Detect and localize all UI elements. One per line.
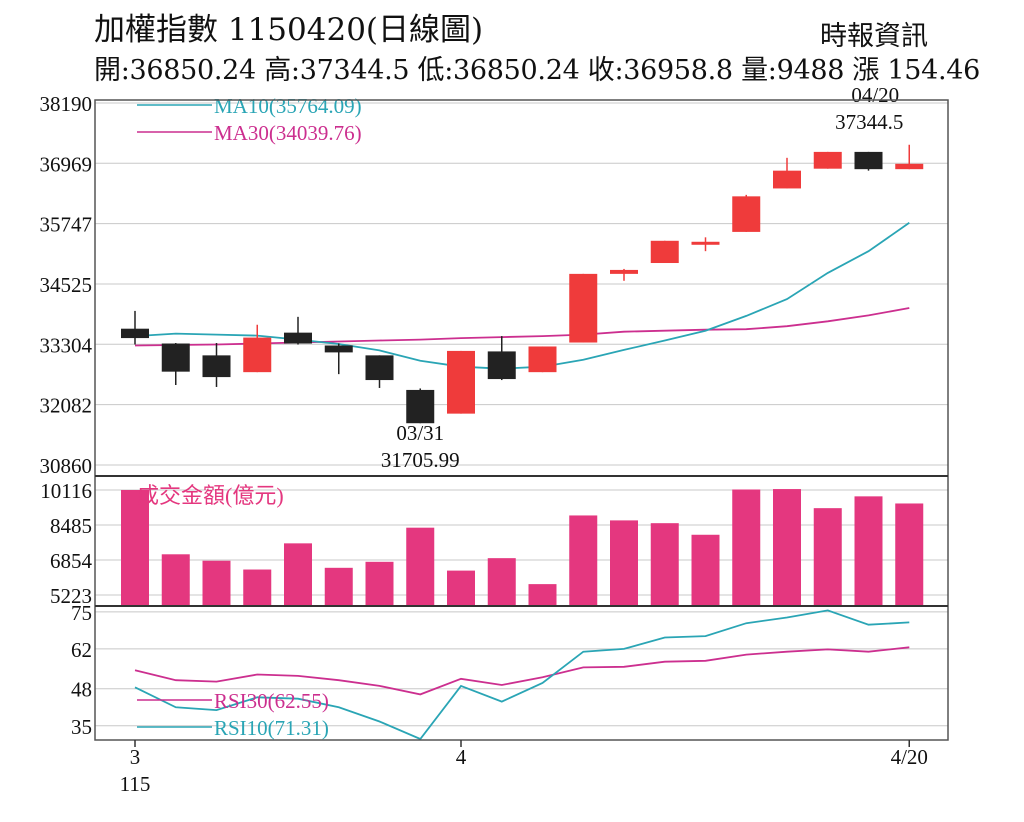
candle-body bbox=[650, 240, 679, 264]
volume-bar bbox=[324, 567, 353, 606]
x-tick-label: 4/20 bbox=[891, 745, 928, 769]
price-y-tick-label: 33304 bbox=[40, 333, 93, 357]
ohlc-stats: 開:36850.24 高:37344.5 低:36850.24 收:36958.… bbox=[94, 55, 981, 86]
candle-body bbox=[202, 355, 231, 378]
annotation-date: 03/31 bbox=[396, 421, 444, 445]
rsi-y-tick-label: 48 bbox=[71, 678, 92, 702]
rsi-y-tick-label: 35 bbox=[71, 715, 92, 739]
candle-body bbox=[813, 151, 842, 169]
volume-bar bbox=[773, 489, 801, 606]
volume-bar bbox=[732, 489, 761, 606]
candle-body bbox=[243, 337, 272, 373]
candle-body bbox=[610, 269, 638, 274]
rsi-line bbox=[134, 646, 910, 696]
volume-bar bbox=[691, 534, 720, 606]
volume-bar bbox=[447, 570, 475, 606]
volume-y-tick-label: 6854 bbox=[50, 549, 93, 573]
candle-body bbox=[773, 170, 801, 189]
candle-body bbox=[691, 241, 720, 245]
volume-bar bbox=[813, 508, 842, 606]
annotation-value: 31705.99 bbox=[381, 448, 460, 472]
candle-body bbox=[161, 343, 190, 372]
volume-bar bbox=[121, 490, 149, 606]
volume-bar bbox=[528, 584, 557, 606]
price-y-tick-label: 30860 bbox=[40, 454, 93, 478]
volume-bar bbox=[243, 569, 272, 606]
rsi-line bbox=[134, 609, 910, 741]
candle-body bbox=[732, 196, 761, 232]
volume-y-tick-label: 8485 bbox=[50, 514, 92, 538]
x-tick-label: 3 bbox=[130, 745, 141, 769]
candle-body bbox=[406, 389, 435, 424]
volume-panel-title: 成交金額(億元) bbox=[137, 483, 284, 508]
volume-bar bbox=[569, 515, 598, 606]
volume-bar bbox=[406, 527, 435, 606]
price-y-tick-label: 35747 bbox=[40, 213, 93, 237]
plot-frame bbox=[94, 99, 949, 741]
candle-body bbox=[365, 355, 394, 381]
price-y-tick-label: 34525 bbox=[40, 273, 93, 297]
candle-body bbox=[284, 332, 312, 344]
volume-bar bbox=[202, 560, 231, 606]
volume-bar bbox=[161, 554, 190, 606]
price-y-tick-label: 32082 bbox=[40, 394, 93, 418]
volume-bar bbox=[365, 561, 394, 606]
candle-body bbox=[447, 350, 475, 414]
chart-title: 加權指數 1150420(日線圖) bbox=[94, 12, 484, 48]
rsi-y-tick-label: 62 bbox=[71, 638, 92, 662]
candle-body bbox=[324, 345, 353, 353]
annotation-value: 37344.5 bbox=[835, 110, 903, 134]
volume-bar bbox=[854, 496, 883, 606]
volume-y-tick-label: 10116 bbox=[40, 479, 92, 503]
candle-body bbox=[121, 328, 149, 339]
x-tick-sublabel: 115 bbox=[120, 772, 151, 796]
volume-bar bbox=[284, 543, 312, 606]
legend-label: MA30(34039.76) bbox=[214, 121, 362, 145]
legend-label: MA10(35764.09) bbox=[214, 94, 362, 118]
x-tick-label: 4 bbox=[456, 745, 467, 769]
rsi-legend-label: RSI10(71.31) bbox=[214, 716, 329, 740]
candle-body bbox=[487, 351, 516, 380]
candle-body bbox=[528, 346, 557, 373]
annotation-date: 04/20 bbox=[851, 83, 899, 107]
candle-body bbox=[854, 151, 883, 170]
source-label: 時報資訊 bbox=[820, 21, 928, 52]
rsi-y-tick-label: 75 bbox=[71, 601, 92, 625]
volume-y-tick-label: 5223 bbox=[50, 584, 92, 608]
ma10-line bbox=[134, 222, 910, 370]
price-y-tick-label: 36969 bbox=[40, 152, 93, 176]
volume-bar bbox=[650, 523, 679, 606]
candle-body bbox=[895, 163, 924, 170]
price-y-tick-label: 38190 bbox=[40, 92, 93, 116]
candle-body bbox=[569, 273, 598, 343]
volume-bar bbox=[610, 520, 638, 606]
rsi-legend-label: RSI30(62.55) bbox=[214, 689, 329, 713]
volume-bar bbox=[487, 558, 516, 606]
volume-bar bbox=[895, 503, 924, 606]
